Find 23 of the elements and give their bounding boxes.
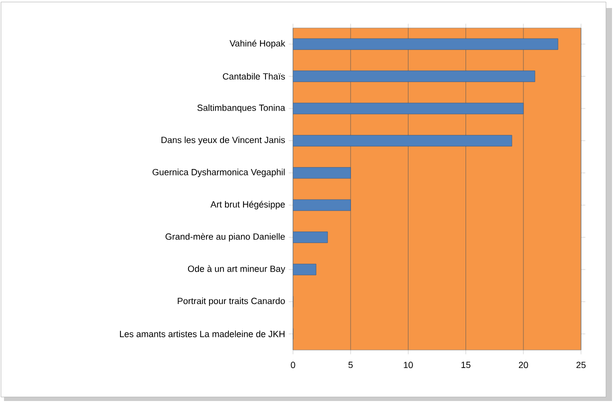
x-tick-label: 0 bbox=[290, 362, 296, 368]
x-tick-label: 15 bbox=[462, 362, 470, 368]
bar bbox=[293, 232, 328, 243]
y-tick-label: Guernica Dysharmonica Vegaphil bbox=[152, 168, 285, 178]
x-tick-label: 5 bbox=[348, 362, 353, 368]
y-tick-label: Vahiné Hopak bbox=[230, 40, 286, 48]
bar bbox=[293, 199, 351, 211]
y-tick-label: Dans les yeux de Vincent Janis bbox=[162, 136, 285, 145]
y-tick-label: Les amants artistes La madeleine de JKH bbox=[120, 330, 284, 338]
y-tick-label: Saltimbanques Tonina bbox=[197, 104, 286, 113]
bar bbox=[293, 38, 558, 50]
y-tick-label: Ode à un art mineur Bay bbox=[188, 265, 286, 274]
x-tick-label: 10 bbox=[404, 362, 413, 368]
y-tick-label: Portrait pour traits Canardo bbox=[178, 298, 285, 306]
y-tick-label: Cantabile Thaïs bbox=[222, 73, 285, 80]
bar bbox=[293, 102, 524, 114]
bar bbox=[293, 70, 536, 82]
bar bbox=[293, 135, 512, 146]
bar bbox=[293, 167, 351, 179]
y-tick-label: Grand-mère au piano Danielle bbox=[166, 233, 285, 242]
x-tick-label: 20 bbox=[518, 362, 528, 368]
x-tick-label: 25 bbox=[576, 362, 586, 368]
y-tick-label: Art brut Hégésippe bbox=[210, 200, 285, 210]
